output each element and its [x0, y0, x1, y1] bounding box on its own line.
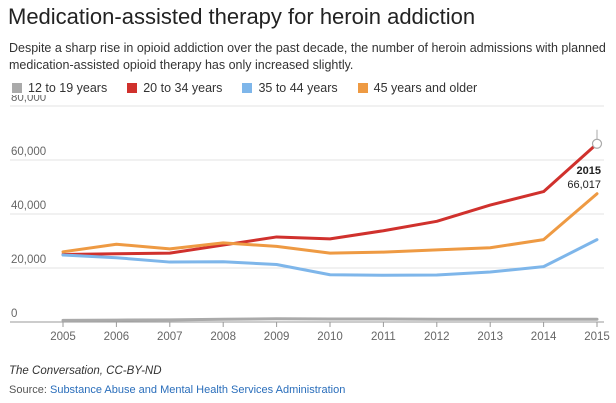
series-line [61, 192, 599, 255]
x-tick-label: 2013 [477, 331, 503, 343]
x-tick-label: 2011 [371, 331, 396, 343]
legend-label: 20 to 34 years [143, 81, 223, 95]
y-axis: 0 20,000 40,000 60,000 80,000 [11, 95, 46, 320]
annotation-value: 66,017 [567, 179, 601, 191]
series-line [61, 142, 599, 256]
chart-title: Medication-assisted therapy for heroin a… [8, 4, 476, 29]
x-tick-label: 2005 [50, 331, 76, 343]
legend-item-20-34[interactable]: 20 to 34 years [127, 81, 222, 95]
series-lines [61, 142, 599, 322]
annotation-marker [591, 138, 603, 149]
x-tick-label: 2014 [531, 331, 557, 343]
y-tick-label: 80,000 [11, 95, 46, 104]
x-tick-label: 2007 [157, 331, 183, 343]
y-tick-label: 0 [11, 308, 17, 320]
series-line [61, 317, 599, 322]
credit: The Conversation, CC-BY-ND [9, 365, 162, 377]
legend-item-12-19[interactable]: 12 to 19 years [12, 81, 107, 95]
legend-swatch [12, 83, 22, 93]
legend-label: 45 years and older [373, 81, 478, 95]
legend-label: 12 to 19 years [28, 81, 108, 95]
x-tick-label: 2008 [210, 331, 236, 343]
chart-subtitle: Despite a sharp rise in opioid addiction… [9, 41, 606, 72]
legend: 12 to 19 years 20 to 34 years 35 to 44 y… [12, 81, 497, 95]
legend-item-45-plus[interactable]: 45 years and older [357, 81, 478, 95]
x-tick-label: 2010 [317, 331, 343, 343]
x-tick-label: 2012 [424, 331, 450, 343]
source-link[interactable]: Substance Abuse and Mental Health Servic… [49, 384, 346, 396]
annotation: 2015 66,017 [567, 129, 603, 191]
series-line [61, 238, 599, 277]
legend-swatch [242, 83, 253, 93]
x-tick-label: 2006 [104, 331, 130, 343]
x-tick-label: 2009 [264, 331, 290, 343]
legend-item-35-44[interactable]: 35 to 44 years [242, 81, 338, 95]
x-tick-label: 2015 [584, 331, 610, 343]
source: Source: Substance Abuse and Mental Healt… [9, 384, 345, 396]
legend-swatch [357, 83, 368, 93]
source-label: Source: [9, 384, 47, 396]
y-tick-label: 20,000 [11, 254, 46, 266]
gridlines [10, 105, 604, 323]
y-tick-label: 40,000 [11, 200, 46, 212]
x-axis: 2005 2006 2007 2008 2009 2010 2011 2012 2013 2014… [50, 322, 610, 343]
legend-swatch [127, 83, 138, 93]
y-tick-label: 60,000 [11, 146, 46, 158]
legend-label: 35 to 44 years [258, 81, 338, 95]
annotation-year: 2015 [577, 165, 601, 177]
